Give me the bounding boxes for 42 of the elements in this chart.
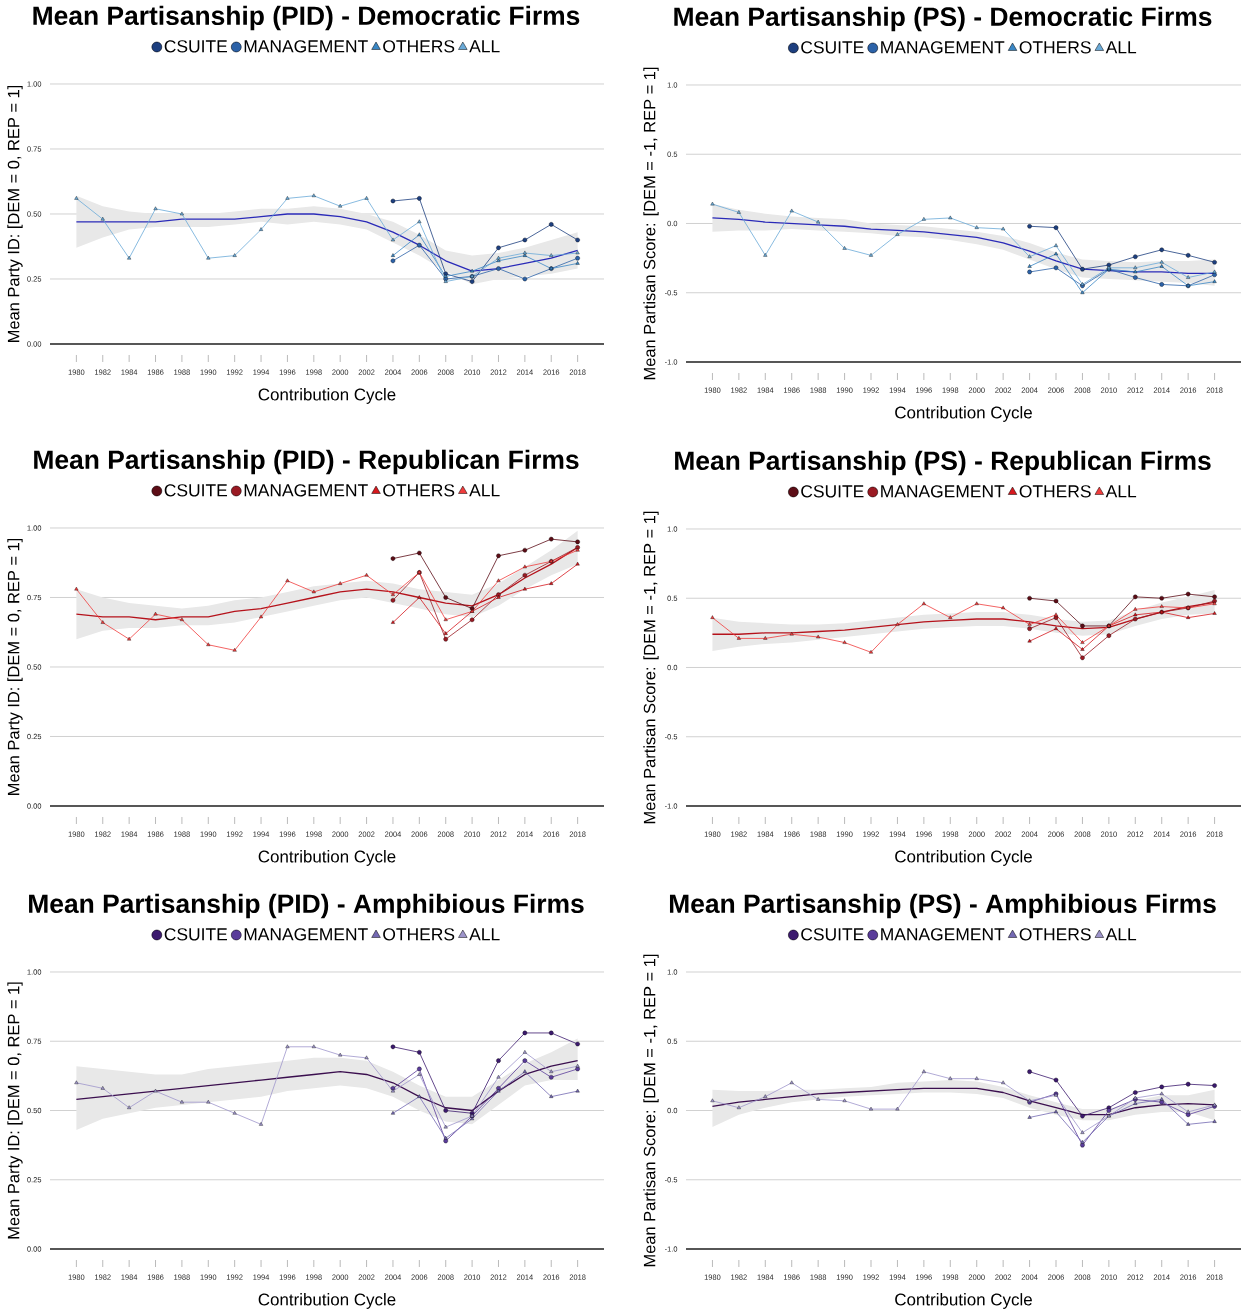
chart-title: Mean Partisanship (PS) - Republican Firms <box>675 450 1211 476</box>
chart-title: Mean Partisanship (PS) - Democratic Firms <box>674 6 1212 32</box>
legend-label: OTHERS <box>383 40 455 53</box>
legend-label: OTHERS <box>1019 928 1091 941</box>
legend-label: MANAGEMENT <box>244 40 368 53</box>
x-axis-title: Contribution Cycle <box>258 1293 396 1309</box>
x-axis-title: Contribution Cycle <box>895 850 1032 866</box>
legend-label: OTHERS <box>383 484 455 497</box>
y-axis-title: Mean Partisan Score: [DEM = -1, REP = 1] <box>643 954 659 1267</box>
y-axis-title: Mean Partisan Score: [DEM = -1, REP = 1] <box>643 511 659 824</box>
legend-label: ALL <box>469 928 500 941</box>
x-axis-title: Contribution Cycle <box>258 850 396 866</box>
legend-label: MANAGEMENT <box>881 485 1005 498</box>
x-axis-title: Contribution Cycle <box>895 406 1032 422</box>
legend-label: ALL <box>1105 485 1137 498</box>
legend-label: CSUITE <box>164 928 228 941</box>
chart-title: Mean Partisanship (PID) - Amphibious Firms <box>29 893 584 919</box>
y-axis-title: Mean Party ID: [DEM = 0, REP = 1] <box>7 538 23 795</box>
legend-label: ALL <box>1105 928 1137 941</box>
legend-label: ALL <box>1105 41 1137 54</box>
legend-label: MANAGEMENT <box>244 484 368 497</box>
legend-label: OTHERS <box>383 928 455 941</box>
legend-label: OTHERS <box>1019 485 1091 498</box>
legend-label: CSUITE <box>801 928 864 941</box>
legend-label: CSUITE <box>164 484 228 497</box>
legend-label: ALL <box>469 40 500 53</box>
y-axis-title: Mean Party ID: [DEM = 0, REP = 1] <box>7 85 23 342</box>
legend-label: MANAGEMENT <box>881 928 1005 941</box>
x-axis-title: Contribution Cycle <box>258 388 396 404</box>
chart-title: Mean Partisanship (PS) - Amphibious Firms <box>669 893 1216 919</box>
y-axis-title: Mean Party ID: [DEM = 0, REP = 1] <box>7 982 23 1239</box>
legend-label: CSUITE <box>801 485 864 498</box>
legend-label: CSUITE <box>164 40 228 53</box>
chart-title: Mean Partisanship (PID) - Republican Firms <box>34 449 579 475</box>
legend-label: MANAGEMENT <box>881 41 1005 54</box>
x-axis-title: Contribution Cycle <box>895 1293 1032 1309</box>
legend-label: ALL <box>469 484 500 497</box>
legend-label: MANAGEMENT <box>244 928 368 941</box>
y-axis-title: Mean Partisan Score: [DEM = -1, REP = 1] <box>643 67 659 380</box>
legend-label: OTHERS <box>1019 41 1091 54</box>
legend-label: CSUITE <box>801 41 864 54</box>
chart-title: Mean Partisanship (PID) - Democratic Firms <box>33 5 580 31</box>
